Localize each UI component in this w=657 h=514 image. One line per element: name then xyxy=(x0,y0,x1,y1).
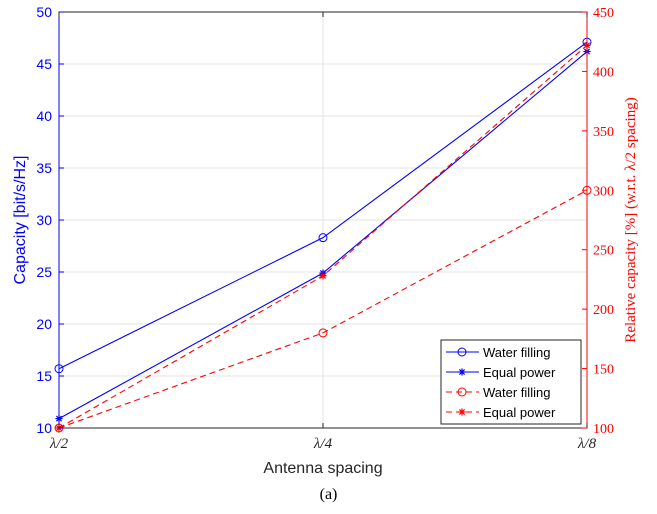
y-right-tick-label: 100 xyxy=(593,422,614,437)
dual-axis-line-chart: λ/2 λ/4 λ/8 10 15 20 25 30 35 40 45 50 100 150 200 250 3… xyxy=(12,4,639,477)
data-point xyxy=(319,272,327,280)
legend-label: Water filling xyxy=(483,385,550,400)
data-point xyxy=(318,233,328,243)
legend-marker xyxy=(457,347,467,357)
legend-marker xyxy=(458,368,466,376)
legend-entry: Water filling xyxy=(446,345,550,360)
x-tick-label: λ/8 xyxy=(577,436,597,452)
legend: Water filling Equal power Water filling Equ… xyxy=(440,339,582,425)
y-right-tick-label: 300 xyxy=(593,184,614,199)
legend-label: Equal power xyxy=(483,365,556,380)
legend-label: Water filling xyxy=(483,345,550,360)
series-line xyxy=(58,41,588,370)
legend-entry: Equal power xyxy=(446,365,556,380)
legend-entry: Water filling xyxy=(446,385,550,400)
legend-label: Equal power xyxy=(483,405,556,420)
y-left-tick-label: 50 xyxy=(36,4,52,20)
x-axis-label: Antenna spacing xyxy=(263,460,382,477)
y-left-tick-label: 20 xyxy=(36,316,52,332)
y-right-tick-label: 150 xyxy=(593,363,614,378)
legend-marker xyxy=(457,387,467,397)
figure-caption: (a) xyxy=(319,486,338,503)
x-tick-label: λ/2 xyxy=(49,436,69,452)
data-point xyxy=(318,328,328,338)
y-left-tick-label: 30 xyxy=(36,212,52,228)
y-right-axis-label: Relative capacity [%] (w.r.t. λ/2 spacin… xyxy=(623,97,639,342)
y-right-tick-label: 350 xyxy=(593,125,614,140)
series-layer xyxy=(54,37,592,433)
y-left-tick-label: 40 xyxy=(36,108,52,124)
axis-ticks: λ/2 λ/4 λ/8 10 15 20 25 30 35 40 45 50 100 150 200 250 3… xyxy=(36,4,614,452)
legend-entry: Equal power xyxy=(446,405,556,420)
y-left-axis-label: Capacity [bit/s/Hz] xyxy=(12,156,29,285)
y-left-tick-label: 15 xyxy=(36,368,52,384)
y-right-tick-label: 400 xyxy=(593,65,614,80)
y-left-tick-label: 25 xyxy=(36,264,52,280)
y-left-tick-label: 45 xyxy=(36,56,52,72)
y-right-tick-label: 450 xyxy=(593,6,614,21)
series-line xyxy=(58,189,588,429)
grid-lines xyxy=(59,12,587,428)
legend-marker xyxy=(458,408,466,416)
y-right-tick-label: 200 xyxy=(593,303,614,318)
x-tick-label: λ/4 xyxy=(313,436,333,452)
y-left-tick-label: 35 xyxy=(36,160,52,176)
y-right-tick-label: 250 xyxy=(593,244,614,259)
y-left-tick-label: 10 xyxy=(36,420,52,436)
